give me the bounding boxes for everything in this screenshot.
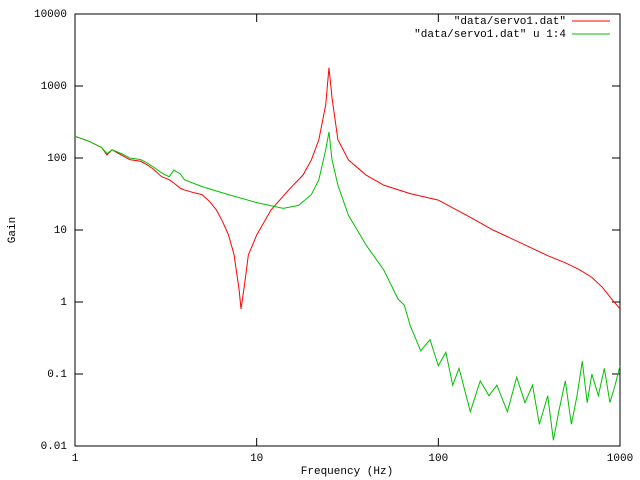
y-tick-label: 1 bbox=[60, 297, 67, 309]
y-tick-label: 0.1 bbox=[47, 369, 67, 381]
series-line bbox=[74, 67, 621, 310]
x-tick-label: 100 bbox=[428, 453, 448, 465]
y-tick-label: 100 bbox=[47, 153, 67, 165]
x-tick-label: 1000 bbox=[607, 453, 633, 465]
x-tick-label: 1 bbox=[72, 453, 79, 465]
legend-label: "data/servo1.dat" u 1:4 bbox=[414, 29, 566, 41]
legend-label: "data/servo1.dat" bbox=[454, 16, 566, 28]
y-tick-label: 0.01 bbox=[41, 441, 68, 453]
y-tick-label: 1000 bbox=[41, 81, 67, 93]
x-axis-label: Frequency (Hz) bbox=[301, 466, 393, 478]
x-tick-label: 10 bbox=[250, 453, 263, 465]
y-axis-label: Gain bbox=[7, 217, 19, 243]
y-tick-label: 10 bbox=[54, 225, 67, 237]
y-tick-label: 10000 bbox=[34, 9, 67, 21]
series-line bbox=[74, 131, 621, 441]
